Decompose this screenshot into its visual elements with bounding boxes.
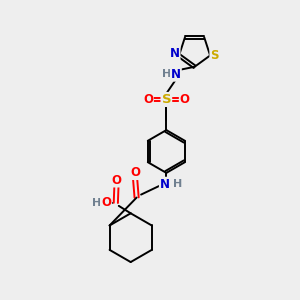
Text: O: O: [143, 93, 153, 106]
Text: N: N: [160, 178, 170, 191]
Text: O: O: [180, 93, 190, 106]
Text: H: H: [92, 198, 102, 208]
Text: N: N: [169, 46, 180, 60]
Text: N: N: [171, 68, 181, 81]
Text: H: H: [162, 69, 171, 79]
Text: O: O: [111, 173, 122, 187]
Text: O: O: [130, 166, 140, 179]
Text: S: S: [210, 49, 219, 62]
Text: S: S: [161, 93, 171, 106]
Text: O: O: [101, 196, 111, 209]
Text: H: H: [173, 179, 182, 189]
